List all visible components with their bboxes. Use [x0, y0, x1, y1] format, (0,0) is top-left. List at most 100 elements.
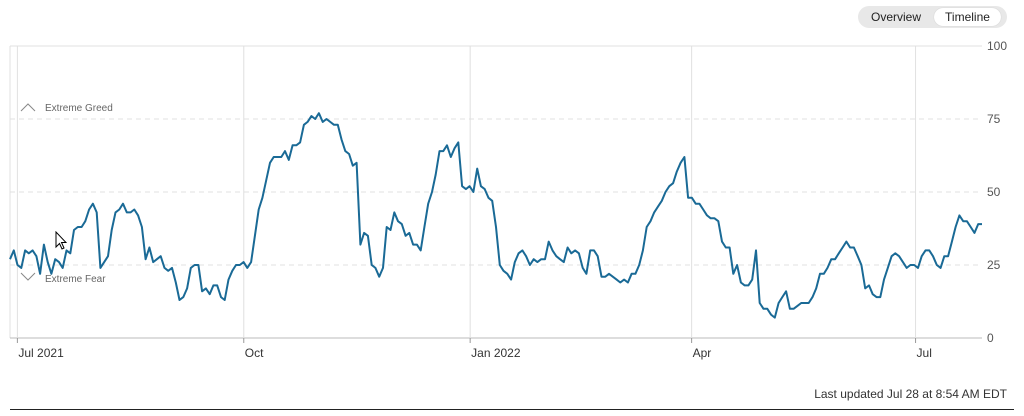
mouse-cursor-icon: [55, 231, 67, 250]
data-point: [627, 282, 629, 284]
data-point: [50, 273, 52, 275]
data-point: [774, 317, 776, 319]
data-point: [623, 279, 625, 281]
data-point: [540, 258, 542, 260]
data-point: [39, 273, 41, 275]
data-point: [548, 241, 550, 243]
data-point: [925, 249, 927, 251]
data-point: [495, 226, 497, 228]
data-point: [17, 264, 19, 266]
data-point: [133, 209, 135, 211]
data-point: [567, 247, 569, 249]
data-point: [24, 249, 26, 251]
data-point: [175, 282, 177, 284]
data-point: [638, 264, 640, 266]
data-point: [721, 241, 723, 243]
data-point: [533, 258, 535, 260]
data-point: [265, 179, 267, 181]
data-point: [141, 226, 143, 228]
y-tick-label: 75: [987, 112, 1001, 126]
data-point: [898, 255, 900, 257]
data-point: [778, 302, 780, 304]
data-point: [706, 214, 708, 216]
last-updated-text: Last updated Jul 28 at 8:54 AM EDT: [814, 387, 1007, 401]
x-tick-label: Jul 2021: [18, 346, 64, 360]
data-point: [864, 287, 866, 289]
fear-greed-series-line: [9, 112, 982, 319]
data-point: [763, 308, 765, 310]
data-point: [702, 209, 704, 211]
data-point: [88, 209, 90, 211]
data-point: [401, 223, 403, 225]
data-point: [955, 226, 957, 228]
data-point: [322, 121, 324, 123]
data-point: [514, 261, 516, 263]
data-point: [450, 156, 452, 158]
data-point: [397, 220, 399, 222]
data-point: [714, 217, 716, 219]
data-point: [58, 261, 60, 263]
data-point: [228, 279, 230, 281]
data-point: [96, 211, 98, 213]
data-point: [962, 220, 964, 222]
view-toggle[interactable]: Overview Timeline: [858, 6, 1007, 28]
data-point: [691, 197, 693, 199]
data-point: [883, 279, 885, 281]
data-point: [92, 203, 94, 205]
data-point: [736, 264, 738, 266]
data-point: [280, 156, 282, 158]
data-point: [631, 273, 633, 275]
data-point: [683, 156, 685, 158]
data-point: [555, 255, 557, 257]
data-point: [947, 255, 949, 257]
data-point: [928, 249, 930, 251]
data-point: [224, 299, 226, 301]
data-point: [845, 241, 847, 243]
data-point: [650, 220, 652, 222]
data-point: [766, 308, 768, 310]
extreme-fear-label: Extreme Fear: [45, 274, 106, 285]
y-tick-label: 50: [987, 185, 1001, 199]
data-point: [759, 302, 761, 304]
data-point: [977, 223, 979, 225]
data-point: [442, 150, 444, 152]
data-point: [246, 267, 248, 269]
data-point: [585, 273, 587, 275]
data-point: [99, 267, 101, 269]
data-point: [894, 252, 896, 254]
data-point: [288, 159, 290, 161]
data-point: [830, 258, 832, 260]
overview-tab[interactable]: Overview: [871, 10, 922, 24]
data-point: [751, 279, 753, 281]
data-point: [868, 284, 870, 286]
data-point: [574, 249, 576, 251]
data-point: [860, 264, 862, 266]
data-point: [359, 244, 361, 246]
data-point: [412, 244, 414, 246]
data-point: [250, 261, 252, 263]
data-point: [785, 290, 787, 292]
data-point: [54, 258, 56, 260]
data-point: [570, 252, 572, 254]
data-point: [597, 255, 599, 257]
data-point: [28, 252, 30, 254]
data-point: [966, 220, 968, 222]
data-point: [194, 264, 196, 266]
extreme-fear-chevron-down-icon: [20, 272, 36, 281]
data-point: [393, 211, 395, 213]
data-point: [823, 273, 825, 275]
data-point: [484, 188, 486, 190]
data-point: [405, 235, 407, 237]
data-point: [201, 290, 203, 292]
timeline-tab[interactable]: Timeline: [934, 8, 1001, 26]
data-point: [819, 273, 821, 275]
data-point: [420, 249, 422, 251]
data-point: [261, 197, 263, 199]
data-point: [212, 284, 214, 286]
data-point: [510, 279, 512, 281]
data-point: [552, 249, 554, 251]
data-point: [318, 112, 320, 114]
data-point: [431, 191, 433, 193]
fear-greed-timeline-chart[interactable]: 100 75 50 25 0 Jul 2021 Oct Jan 2022 Apr Jul Extre…: [0, 0, 1024, 380]
data-point: [205, 287, 207, 289]
